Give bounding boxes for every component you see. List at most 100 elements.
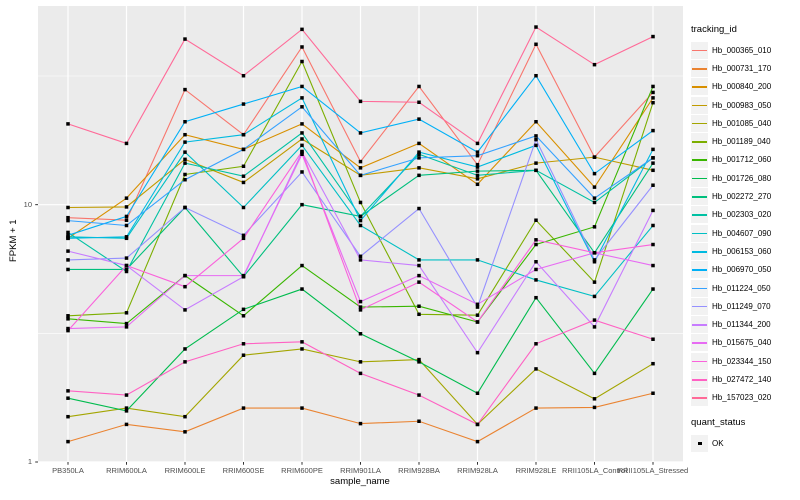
data-point	[417, 312, 421, 317]
data-point	[534, 161, 538, 165]
data-point	[66, 267, 70, 272]
data-point	[300, 137, 304, 141]
data-point	[241, 233, 246, 238]
legend-entry-Hb_000840_200: Hb_000840_200	[691, 78, 799, 96]
data-point	[300, 170, 304, 174]
legend-entry-label: Hb_011224_050	[712, 283, 771, 293]
data-point	[183, 430, 187, 434]
legend-key-icon	[691, 224, 708, 242]
data-point	[183, 273, 187, 278]
data-point	[124, 235, 129, 239]
data-point	[66, 317, 70, 321]
data-point	[183, 119, 187, 124]
legend-entry-Hb_000365_010: Hb_000365_010	[691, 41, 799, 59]
data-point	[475, 169, 480, 173]
legend-entry-label: Hb_001085_040	[712, 118, 772, 128]
legend-key-line	[692, 232, 707, 235]
legend-key-icon	[691, 133, 708, 151]
data-point	[417, 117, 421, 121]
data-point	[475, 391, 480, 395]
data-point	[300, 143, 304, 148]
x-tick-label-PB350LA: PB350LA	[52, 466, 84, 475]
data-point	[300, 347, 304, 351]
legend-key-line	[692, 104, 707, 107]
legend-key-icon	[691, 151, 708, 169]
data-point	[358, 305, 363, 309]
legend-entry-label: Hb_027472_140	[712, 374, 772, 384]
data-point	[651, 391, 655, 395]
legend-key-icon	[691, 370, 708, 388]
data-point	[124, 214, 129, 219]
legend-key-icon	[691, 169, 708, 187]
data-point	[475, 320, 480, 324]
data-point	[475, 350, 480, 355]
legend-key-icon	[691, 279, 708, 297]
data-point	[417, 141, 421, 146]
data-point	[651, 147, 655, 152]
data-point	[358, 258, 363, 262]
x-tick-label-RRIM928BA: RRIM928BA	[398, 466, 440, 475]
data-point	[66, 218, 70, 223]
axis-ticks	[35, 204, 654, 465]
quant-ok-key	[691, 434, 708, 452]
data-point	[475, 141, 480, 146]
data-point	[358, 254, 363, 259]
legend-key-line	[692, 122, 707, 125]
data-point	[66, 233, 70, 238]
legend-entry-label: Hb_011249_070	[712, 301, 771, 311]
data-point	[592, 200, 597, 205]
data-point	[417, 393, 421, 397]
x-tick-label-RRIM600LA: RRIM600LA	[106, 466, 147, 475]
data-point	[592, 258, 597, 262]
legend-key-icon	[691, 389, 708, 407]
data-point	[183, 205, 187, 210]
y-axis-title: FPKM + 1	[8, 219, 19, 263]
data-point	[358, 223, 363, 228]
legend-key-line	[692, 250, 707, 253]
data-point	[592, 405, 597, 410]
data-point	[534, 218, 538, 222]
legend-key-line	[692, 378, 707, 381]
legend-entry-label: Hb_004607_090	[712, 228, 772, 238]
data-point	[358, 299, 363, 304]
legend-key-icon	[691, 297, 708, 315]
legend-entry-label: Hb_000840_200	[712, 82, 772, 92]
x-tick-label-RRIM600SE: RRIM600SE	[222, 466, 265, 475]
legend-key-icon	[691, 352, 708, 370]
data-point	[241, 353, 246, 357]
data-point	[124, 406, 129, 410]
legend-entry-label: Hb_002272_270	[712, 192, 772, 202]
data-point	[592, 225, 597, 229]
data-point	[417, 152, 421, 157]
black-square-point-icon	[698, 441, 702, 446]
legend-key-icon	[691, 78, 708, 96]
data-point	[300, 131, 304, 135]
data-point	[534, 242, 538, 247]
data-point	[124, 269, 129, 274]
data-point	[592, 260, 597, 264]
data-point	[66, 326, 70, 331]
legend-entry-label: OK	[712, 438, 724, 448]
legend-entry-ok: OK	[691, 434, 799, 452]
data-point	[475, 258, 480, 262]
legend-entry-Hb_001189_040: Hb_001189_040	[691, 132, 799, 151]
data-point	[651, 223, 655, 228]
data-point	[66, 205, 70, 210]
data-point	[183, 140, 187, 144]
legend-key-line	[692, 397, 707, 399]
data-point	[124, 263, 129, 268]
data-point	[124, 325, 129, 329]
data-point	[475, 153, 480, 158]
legend-entry-Hb_000983_050: Hb_000983_050	[691, 96, 799, 114]
legend-key-icon	[691, 41, 708, 59]
data-point	[592, 251, 597, 255]
legend-key-icon	[691, 114, 708, 132]
legend-quant-status: quant_status OK	[691, 417, 799, 452]
data-point	[241, 164, 246, 169]
data-point	[358, 421, 363, 426]
data-point	[475, 439, 480, 444]
data-point	[300, 84, 304, 89]
data-point	[300, 149, 304, 154]
